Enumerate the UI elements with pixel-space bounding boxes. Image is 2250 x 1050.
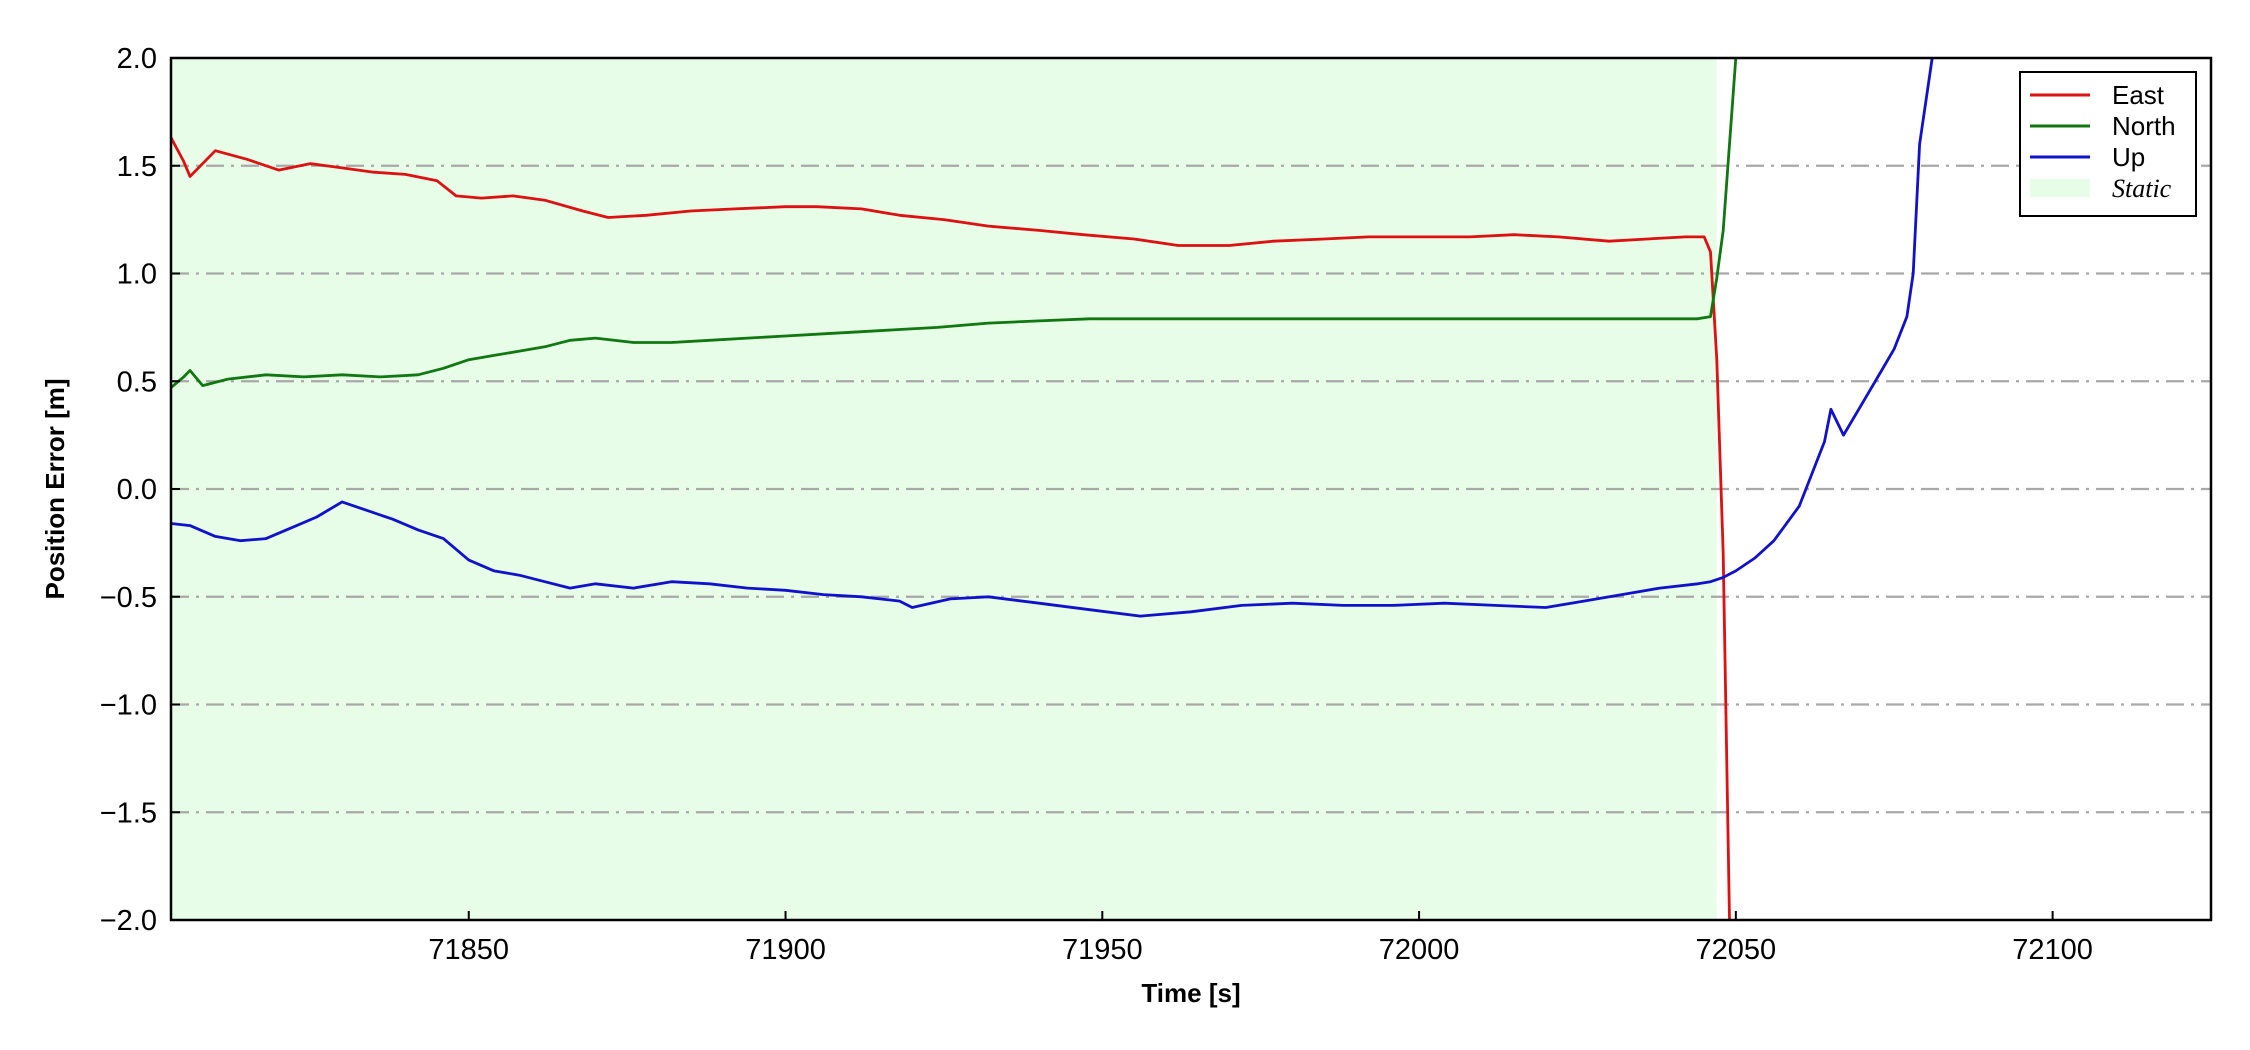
series-line-up	[171, 58, 1934, 618]
y-tick-label: −0.5	[100, 582, 157, 614]
series-layer	[171, 58, 1934, 920]
x-tick-label: 71950	[1062, 934, 1143, 966]
series-line-north	[171, 58, 1738, 389]
y-tick-label: 1.5	[117, 151, 157, 183]
x-tick-label: 71900	[745, 934, 826, 966]
series-line-east	[171, 137, 1731, 920]
legend-label-up: Up	[2112, 142, 2145, 172]
y-tick-label: 0.5	[117, 366, 157, 398]
legend-label-static: Static	[2112, 174, 2172, 203]
y-tick-label: 1.0	[117, 259, 157, 291]
x-tick-label: 72000	[1379, 934, 1460, 966]
y-tick-label: −2.0	[100, 905, 157, 937]
x-tick-label: 72100	[2012, 934, 2093, 966]
tick-layer: 71850 71900 71950 72000 72050 72100 −2.0 −1.5 −1…	[100, 43, 2093, 966]
y-axis-label: Position Error [m]	[40, 378, 70, 599]
x-axis-label: Time [s]	[1141, 978, 1240, 1008]
y-tick-label: 2.0	[117, 43, 157, 75]
x-tick-label: 72050	[1696, 934, 1777, 966]
legend-swatch-static	[2030, 179, 2090, 197]
y-tick-label: −1.5	[100, 797, 157, 829]
y-tick-label: 0.0	[117, 474, 157, 506]
y-tick-label: −1.0	[100, 690, 157, 722]
legend: East North Up Static	[2019, 71, 2197, 217]
x-tick-label: 71850	[428, 934, 509, 966]
grid-layer	[171, 164, 2211, 814]
legend-label-north: North	[2112, 111, 2176, 141]
legend-label-east: East	[2112, 80, 2165, 110]
